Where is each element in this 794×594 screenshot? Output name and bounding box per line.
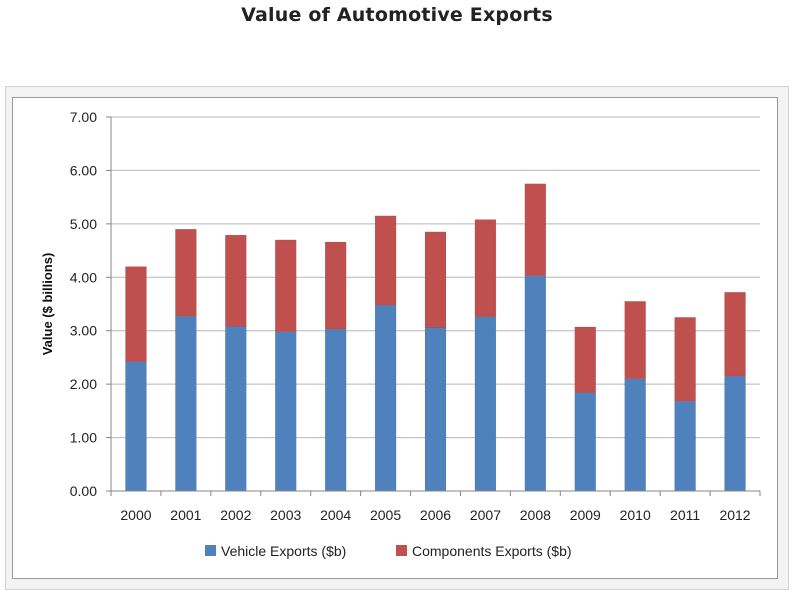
bar-components-2001 — [175, 228, 197, 317]
x-tick-label: 2008 — [520, 507, 551, 523]
y-tick-label: 1.00 — [70, 430, 97, 446]
y-tick-label: 0.00 — [70, 483, 97, 499]
y-tick-label: 4.00 — [70, 269, 97, 285]
bar-components-2003 — [274, 239, 297, 333]
axes — [110, 117, 761, 496]
y-axis-label: Value ($ billions) — [40, 253, 55, 356]
y-tick-labels: 0.00 1.00 2.00 3.00 4.00 5.00 6.00 7.00 — [70, 109, 97, 499]
legend-swatch-components — [396, 545, 407, 556]
y-tick-label: 5.00 — [70, 216, 97, 232]
y-tick-label: 6.00 — [70, 162, 97, 178]
bar-vehicle-2009 — [574, 392, 597, 492]
bar-vehicle-2008 — [524, 275, 547, 492]
bar-vehicle-2005 — [374, 304, 397, 492]
bar-vehicle-2003 — [274, 331, 297, 492]
x-tick-label: 2002 — [220, 507, 251, 523]
legend-swatch-vehicle — [205, 545, 216, 556]
bar-components-2010 — [624, 301, 646, 380]
x-tick-label: 2000 — [120, 507, 151, 523]
y-tick-label: 2.00 — [70, 376, 97, 392]
x-tick-label: 2011 — [670, 507, 700, 523]
bar-vehicle-2007 — [474, 316, 497, 492]
bar-components-2000 — [125, 266, 147, 362]
x-tick-label: 2005 — [370, 507, 401, 523]
bar-components-2012 — [724, 291, 746, 377]
x-tick-label: 2007 — [470, 507, 501, 523]
x-tick-label: 2012 — [719, 507, 750, 523]
bar-vehicle-2000 — [125, 361, 147, 492]
bar-vehicle-2004 — [324, 328, 347, 492]
x-tick-label: 2001 — [170, 507, 201, 523]
x-tick-label: 2010 — [620, 507, 651, 523]
bars — [125, 183, 746, 492]
y-tick-label: 3.00 — [70, 323, 97, 339]
x-tick-label: 2004 — [320, 507, 351, 523]
bar-components-2007 — [474, 219, 497, 318]
bar-components-2008 — [524, 183, 547, 276]
x-tick-label: 2003 — [270, 507, 301, 523]
bar-components-2009 — [574, 326, 597, 393]
x-tick-labels: 2000 2001 2002 2003 2004 2005 2006 2007 2008 2009… — [120, 507, 750, 523]
bar-vehicle-2001 — [175, 316, 197, 492]
bar-components-2004 — [324, 241, 347, 330]
y-tick-label: 7.00 — [70, 109, 97, 125]
legend-label-vehicle: Vehicle Exports ($b) — [221, 543, 346, 559]
bar-vehicle-2006 — [424, 327, 447, 492]
bar-vehicle-2012 — [724, 375, 746, 492]
bar-components-2005 — [374, 215, 397, 306]
x-tick-label: 2006 — [420, 507, 451, 523]
bar-vehicle-2011 — [674, 400, 696, 492]
legend-label-components: Components Exports ($b) — [412, 543, 572, 559]
bar-components-2011 — [674, 317, 696, 402]
bar-vehicle-2010 — [624, 378, 646, 492]
bar-components-2002 — [225, 234, 247, 327]
legend: Vehicle Exports ($b) Components Exports … — [205, 543, 572, 559]
bar-components-2006 — [424, 231, 447, 328]
chart-title: Value of Automotive Exports — [241, 4, 553, 26]
bar-vehicle-2002 — [225, 326, 247, 492]
x-tick-label: 2009 — [570, 507, 601, 523]
